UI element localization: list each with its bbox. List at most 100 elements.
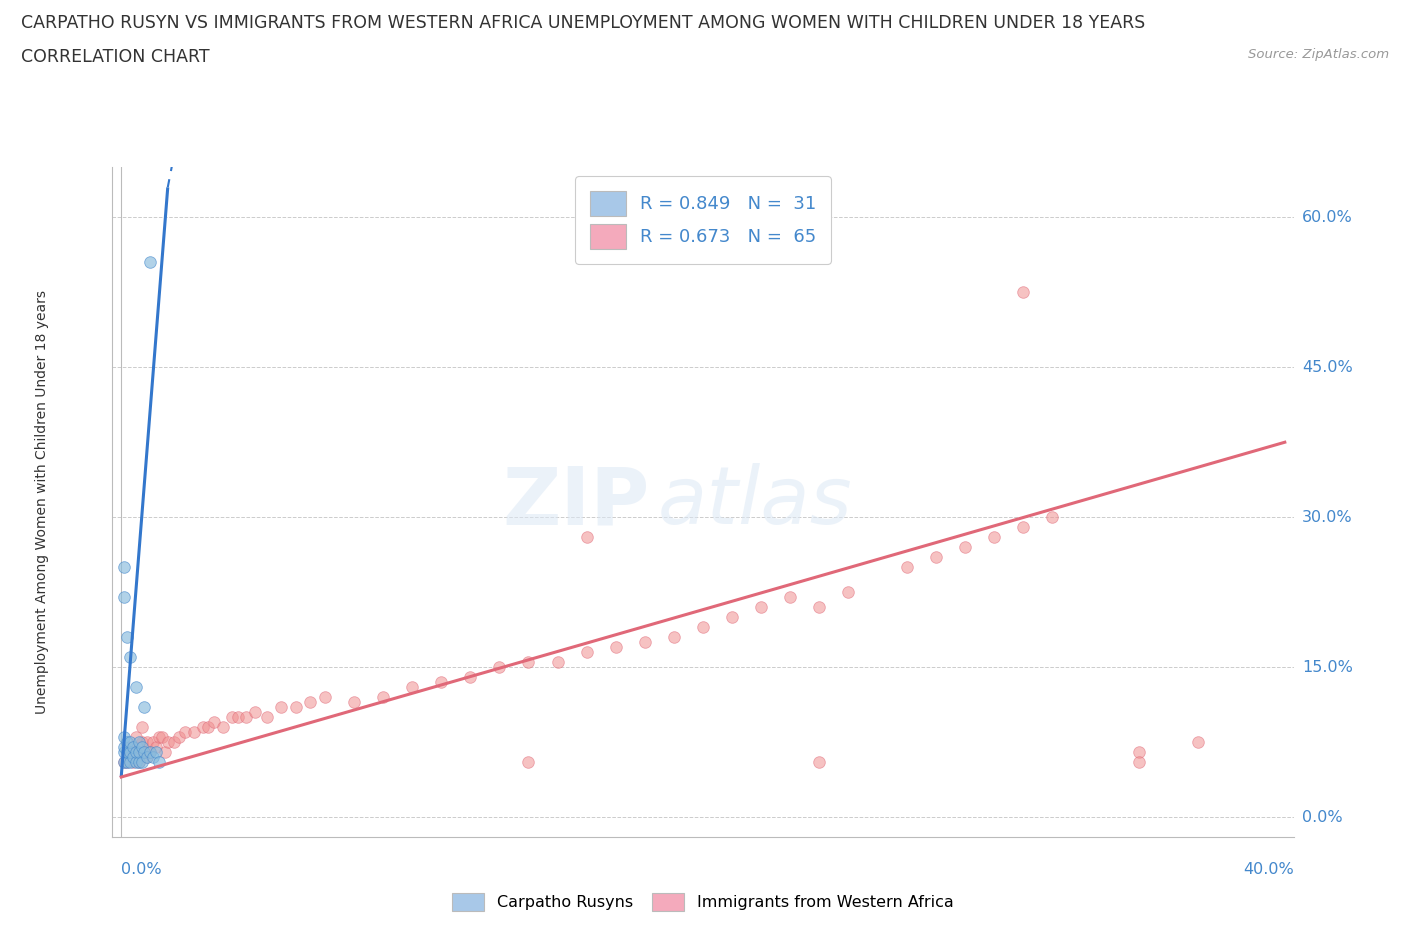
- Point: [191, 720, 214, 735]
- Point: [121, 750, 143, 764]
- Point: [136, 750, 159, 764]
- Text: 15.0%: 15.0%: [1302, 659, 1353, 674]
- Point: [662, 630, 685, 644]
- Point: [136, 735, 159, 750]
- Point: [749, 600, 772, 615]
- Point: [115, 745, 138, 760]
- Point: [131, 754, 153, 769]
- Point: [547, 655, 569, 670]
- Point: [145, 745, 167, 760]
- Point: [1012, 520, 1035, 535]
- Point: [118, 745, 141, 760]
- Point: [112, 730, 135, 745]
- Point: [1128, 754, 1150, 769]
- Point: [488, 659, 510, 674]
- Point: [118, 735, 141, 750]
- Point: [692, 619, 714, 634]
- Point: [721, 610, 744, 625]
- Point: [121, 739, 143, 754]
- Text: 30.0%: 30.0%: [1302, 510, 1353, 525]
- Text: 45.0%: 45.0%: [1302, 360, 1353, 375]
- Point: [115, 630, 138, 644]
- Point: [284, 699, 307, 714]
- Point: [125, 745, 148, 760]
- Point: [156, 735, 179, 750]
- Point: [371, 690, 394, 705]
- Point: [183, 724, 205, 739]
- Text: Unemployment Among Women with Children Under 18 years: Unemployment Among Women with Children U…: [35, 290, 49, 714]
- Point: [125, 745, 148, 760]
- Point: [256, 710, 278, 724]
- Point: [212, 720, 235, 735]
- Point: [575, 530, 598, 545]
- Point: [779, 590, 801, 604]
- Point: [128, 754, 150, 769]
- Point: [131, 735, 153, 750]
- Point: [112, 590, 135, 604]
- Point: [169, 730, 191, 745]
- Point: [174, 724, 197, 739]
- Point: [153, 745, 176, 760]
- Point: [134, 745, 156, 760]
- Point: [112, 560, 135, 575]
- Text: 0.0%: 0.0%: [121, 862, 162, 877]
- Point: [139, 255, 162, 270]
- Point: [139, 745, 162, 760]
- Text: ZIP: ZIP: [502, 463, 650, 541]
- Point: [221, 710, 243, 724]
- Text: atlas: atlas: [658, 463, 853, 541]
- Point: [458, 670, 481, 684]
- Point: [115, 754, 138, 769]
- Point: [128, 745, 150, 760]
- Point: [162, 735, 184, 750]
- Point: [125, 680, 148, 695]
- Point: [121, 754, 143, 769]
- Point: [118, 739, 141, 754]
- Text: CARPATHO RUSYN VS IMMIGRANTS FROM WESTERN AFRICA UNEMPLOYMENT AMONG WOMEN WITH C: CARPATHO RUSYN VS IMMIGRANTS FROM WESTER…: [21, 14, 1146, 32]
- Point: [142, 750, 165, 764]
- Point: [131, 739, 153, 754]
- Point: [131, 720, 153, 735]
- Point: [115, 754, 138, 769]
- Text: Source: ZipAtlas.com: Source: ZipAtlas.com: [1249, 48, 1389, 61]
- Point: [125, 730, 148, 745]
- Point: [112, 754, 135, 769]
- Point: [517, 655, 540, 670]
- Point: [1187, 735, 1209, 750]
- Point: [145, 739, 167, 754]
- Point: [299, 695, 322, 710]
- Point: [517, 754, 540, 769]
- Point: [142, 735, 165, 750]
- Point: [150, 730, 173, 745]
- Point: [134, 699, 156, 714]
- Point: [953, 539, 976, 554]
- Point: [983, 530, 1005, 545]
- Point: [115, 745, 138, 760]
- Point: [401, 680, 423, 695]
- Point: [243, 705, 266, 720]
- Point: [1040, 510, 1063, 525]
- Point: [115, 735, 138, 750]
- Point: [148, 754, 170, 769]
- Point: [343, 695, 366, 710]
- Point: [430, 674, 453, 689]
- Point: [118, 650, 141, 665]
- Point: [634, 634, 657, 649]
- Point: [121, 745, 143, 760]
- Point: [605, 640, 627, 655]
- Point: [125, 754, 148, 769]
- Point: [128, 735, 150, 750]
- Point: [575, 644, 598, 659]
- Legend: Carpatho Rusyns, Immigrants from Western Africa: Carpatho Rusyns, Immigrants from Western…: [446, 886, 960, 917]
- Point: [925, 550, 948, 565]
- Point: [136, 750, 159, 764]
- Point: [148, 730, 170, 745]
- Point: [112, 739, 135, 754]
- Text: 40.0%: 40.0%: [1243, 862, 1294, 877]
- Text: CORRELATION CHART: CORRELATION CHART: [21, 48, 209, 66]
- Point: [270, 699, 292, 714]
- Legend: R = 0.849   N =  31, R = 0.673   N =  65: R = 0.849 N = 31, R = 0.673 N = 65: [575, 177, 831, 263]
- Point: [128, 754, 150, 769]
- Point: [139, 745, 162, 760]
- Point: [314, 690, 336, 705]
